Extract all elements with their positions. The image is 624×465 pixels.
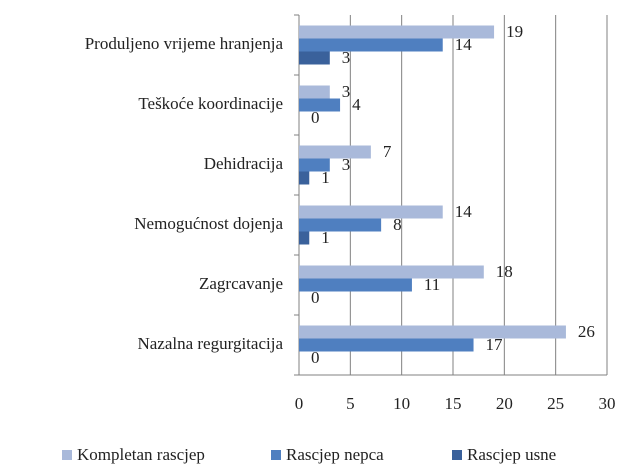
y-tick-label: Zagrcavanje xyxy=(199,274,283,293)
y-tick-label: Nazalna regurgitacija xyxy=(137,334,283,353)
bar xyxy=(299,218,382,232)
data-label: 4 xyxy=(352,95,361,114)
bar xyxy=(299,231,310,245)
x-tick-label: 15 xyxy=(445,394,462,413)
y-tick-label: Nemogućnost dojenja xyxy=(134,214,283,233)
y-tick-label: Produljeno vrijeme hranjenja xyxy=(85,34,284,53)
legend-swatch xyxy=(62,450,72,460)
bar xyxy=(299,38,443,52)
bar xyxy=(299,325,566,339)
y-tick-label: Teškoće koordinacije xyxy=(138,94,283,113)
data-label: 3 xyxy=(342,48,351,67)
data-label: 17 xyxy=(486,335,504,354)
x-tick-label: 5 xyxy=(346,394,355,413)
bar xyxy=(299,51,330,65)
bar xyxy=(299,338,474,352)
y-tick-label: Dehidracija xyxy=(204,154,284,173)
data-label: 3 xyxy=(342,82,351,101)
legend-label: Rascjep usne xyxy=(467,445,556,464)
bar xyxy=(299,158,330,172)
data-label: 0 xyxy=(311,348,320,367)
legend-swatch xyxy=(271,450,281,460)
data-label: 14 xyxy=(455,35,473,54)
x-tick-label: 20 xyxy=(496,394,513,413)
bar xyxy=(299,85,330,99)
bar xyxy=(299,278,412,292)
bar xyxy=(299,25,495,39)
x-tick-label: 25 xyxy=(547,394,564,413)
x-tick-label: 10 xyxy=(393,394,410,413)
x-tick-label: 0 xyxy=(295,394,304,413)
legend-swatch xyxy=(452,450,462,460)
data-label: 3 xyxy=(342,155,351,174)
legend-label: Kompletan rascjep xyxy=(77,445,205,464)
data-label: 18 xyxy=(496,262,513,281)
x-tick-label: 30 xyxy=(599,394,616,413)
data-label: 14 xyxy=(455,202,473,221)
bar xyxy=(299,205,443,219)
bar xyxy=(299,98,341,112)
legend-label: Rascjep nepca xyxy=(286,445,384,464)
data-label: 26 xyxy=(578,322,595,341)
data-label: 19 xyxy=(506,22,523,41)
data-label: 7 xyxy=(383,142,392,161)
data-label: 0 xyxy=(311,108,320,127)
data-label: 8 xyxy=(393,215,402,234)
data-label: 1 xyxy=(321,228,330,247)
data-label: 1 xyxy=(321,168,330,187)
bar xyxy=(299,171,310,185)
data-label: 11 xyxy=(424,275,440,294)
bar xyxy=(299,265,484,279)
data-label: 0 xyxy=(311,288,320,307)
bar xyxy=(299,145,371,159)
